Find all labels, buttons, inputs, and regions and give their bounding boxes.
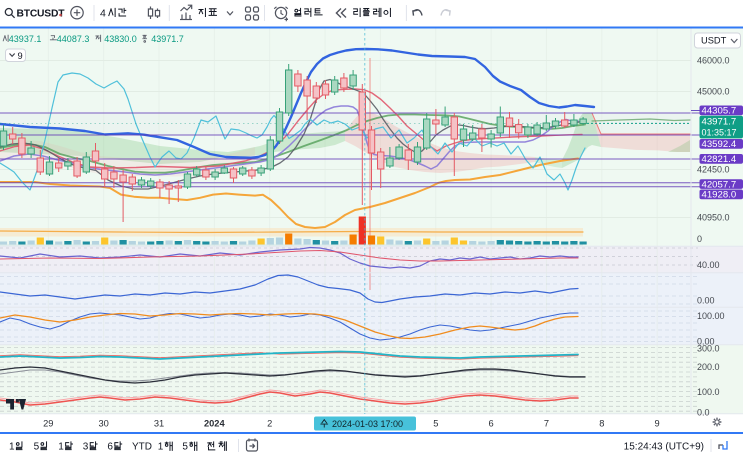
svg-text:1: 1 [58, 442, 64, 453]
svg-text:43937.1: 43937.1 [9, 34, 42, 44]
svg-text:2: 2 [267, 419, 272, 429]
svg-text:1: 1 [158, 442, 164, 453]
svg-text:41928.0: 41928.0 [702, 190, 737, 201]
svg-text:4: 4 [100, 7, 106, 19]
svg-text:44305.7: 44305.7 [702, 106, 737, 117]
svg-text:0.0: 0.0 [697, 408, 710, 418]
svg-text:42821.4: 42821.4 [702, 154, 737, 165]
svg-text:43971.7: 43971.7 [702, 117, 737, 128]
svg-text:43592.4: 43592.4 [702, 139, 737, 150]
svg-text:2024-01-03 17:00: 2024-01-03 17:00 [332, 419, 403, 429]
svg-text:0: 0 [697, 234, 702, 244]
svg-text:BTCUSDT: BTCUSDT [17, 8, 66, 19]
svg-text:43830.0: 43830.0 [104, 34, 137, 44]
svg-text:100.0: 100.0 [697, 387, 720, 397]
svg-text:200.0: 200.0 [697, 362, 720, 372]
svg-text:44087.3: 44087.3 [57, 34, 90, 44]
svg-text:40950.0: 40950.0 [697, 213, 730, 223]
svg-text:15:24:43 (UTC+9): 15:24:43 (UTC+9) [624, 442, 704, 453]
svg-text:5: 5 [182, 442, 188, 453]
svg-text:100.00: 100.00 [697, 311, 725, 321]
svg-text:30: 30 [99, 419, 109, 429]
svg-text:8: 8 [599, 419, 604, 429]
svg-text:42057.7: 42057.7 [702, 179, 737, 190]
svg-text:6: 6 [489, 419, 494, 429]
svg-text:3: 3 [83, 442, 89, 453]
svg-text:2024: 2024 [204, 419, 226, 429]
svg-text:9: 9 [655, 419, 660, 429]
svg-text:0.00: 0.00 [697, 296, 715, 306]
svg-text:USDT: USDT [701, 36, 727, 46]
svg-text:42450.0: 42450.0 [697, 165, 730, 175]
svg-text:9: 9 [18, 51, 23, 61]
svg-text:5: 5 [34, 442, 40, 453]
svg-text:6: 6 [107, 442, 113, 453]
svg-text:40.00: 40.00 [697, 260, 720, 270]
svg-text:43971.7: 43971.7 [151, 34, 184, 44]
svg-text:29: 29 [43, 419, 53, 429]
svg-text:45000.0: 45000.0 [697, 87, 730, 97]
svg-text:YTD: YTD [132, 442, 152, 453]
svg-text:46000.0: 46000.0 [697, 56, 730, 66]
svg-text:5: 5 [433, 419, 438, 429]
svg-text:300.0: 300.0 [697, 344, 720, 354]
svg-text:7: 7 [544, 419, 549, 429]
svg-text:1: 1 [9, 442, 15, 453]
svg-text:31: 31 [154, 419, 164, 429]
svg-text:01:35:17: 01:35:17 [702, 127, 737, 137]
svg-text:0.00: 0.00 [697, 337, 715, 347]
